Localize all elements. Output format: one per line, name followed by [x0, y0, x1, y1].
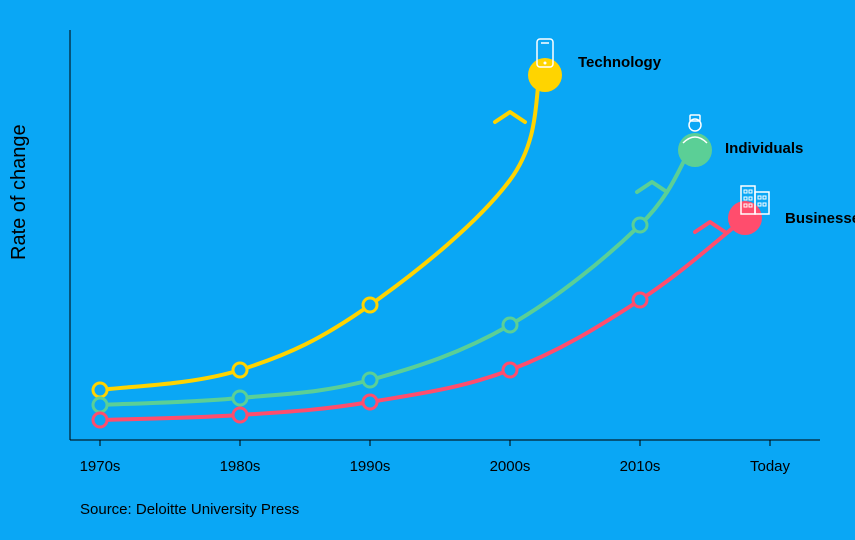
series-endpoint-individuals [678, 133, 712, 167]
series-line-businesses [100, 218, 745, 420]
series-marker-individuals [363, 373, 377, 387]
chevron-up-icon [637, 182, 667, 192]
series-line-individuals [100, 150, 690, 405]
x-tick-label: 1980s [220, 458, 261, 475]
chart-svg [0, 0, 855, 540]
chevron-up-icon [695, 222, 725, 232]
series-label-technology: Technology [578, 54, 661, 71]
series-marker-technology [93, 383, 107, 397]
x-tick-label: 1990s [350, 458, 391, 475]
series-marker-technology [233, 363, 247, 377]
series-marker-individuals [233, 391, 247, 405]
series-marker-individuals [93, 398, 107, 412]
chart-canvas: Rate of change Source: Deloitte Universi… [0, 0, 855, 540]
series-marker-individuals [633, 218, 647, 232]
source-text: Source: Deloitte University Press [80, 501, 299, 518]
series-marker-technology [363, 298, 377, 312]
series-marker-individuals [503, 318, 517, 332]
series-marker-businesses [233, 408, 247, 422]
series-marker-businesses [363, 395, 377, 409]
x-tick-label: 2000s [490, 458, 531, 475]
series-label-businesses: Businesses [785, 210, 855, 227]
series-label-individuals: Individuals [725, 140, 803, 157]
x-tick-label: 1970s [80, 458, 121, 475]
x-tick-label: Today [750, 458, 790, 475]
x-tick-label: 2010s [620, 458, 661, 475]
series-marker-businesses [93, 413, 107, 427]
series-marker-businesses [633, 293, 647, 307]
series-marker-businesses [503, 363, 517, 377]
series-endpoint-businesses [728, 201, 762, 235]
chevron-up-icon [495, 112, 525, 122]
